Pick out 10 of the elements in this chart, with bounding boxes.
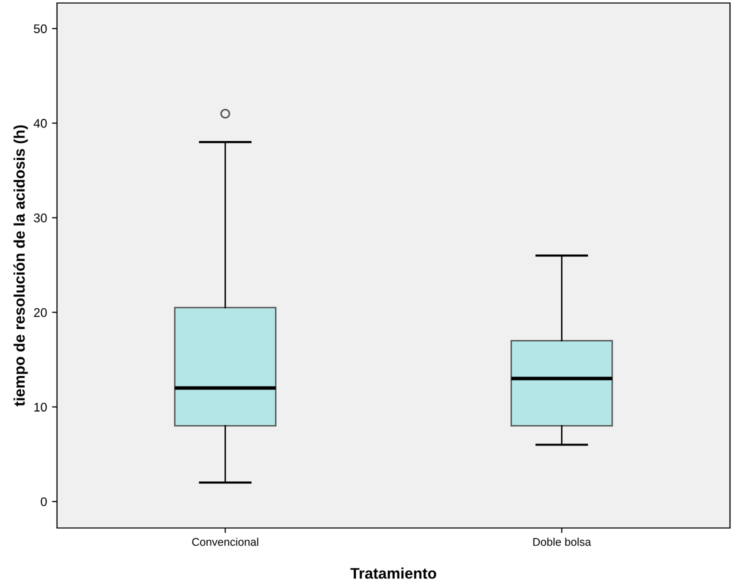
x-tick-label: Doble bolsa bbox=[533, 538, 592, 546]
y-tick-label: 20 bbox=[34, 308, 47, 317]
y-axis-title: tiempo de resolución de la acidosis (h) bbox=[13, 125, 28, 406]
x-tick-label: Convencional bbox=[192, 538, 258, 546]
y-tick-label: 30 bbox=[34, 214, 47, 222]
y-tick-label: 10 bbox=[34, 402, 47, 412]
y-tick-label: 40 bbox=[34, 118, 47, 128]
y-tick-label: 0 bbox=[40, 497, 47, 506]
x-axis-title: Tratamiento bbox=[350, 568, 436, 579]
y-tick-label: 50 bbox=[34, 24, 47, 34]
